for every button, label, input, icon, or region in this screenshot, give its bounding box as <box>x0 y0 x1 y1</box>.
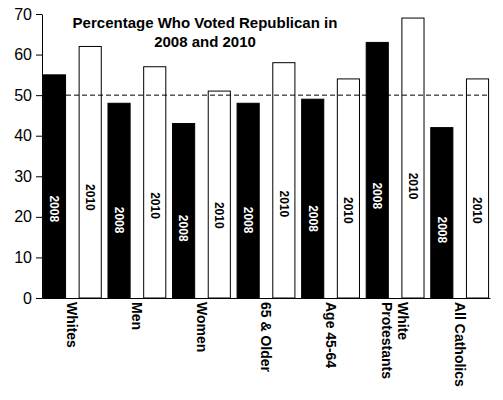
y-tick-label: 60 <box>14 46 32 63</box>
y-tick: 20 <box>14 208 42 225</box>
y-tick-mark <box>36 217 42 218</box>
series-label: 2008 <box>241 207 255 234</box>
x-tick: WhiteProtestants <box>380 302 411 379</box>
y-tick: 0 <box>23 290 42 307</box>
y-tick-mark <box>36 136 42 137</box>
series-label: 2008 <box>306 205 320 232</box>
x-tick-label: Women <box>194 302 210 352</box>
series-label: 2010 <box>341 197 355 224</box>
bar <box>237 103 259 298</box>
y-tick-label: 20 <box>14 208 32 225</box>
bar <box>337 79 359 298</box>
y-tick-label: 50 <box>14 87 32 104</box>
y-tick: 30 <box>14 168 42 185</box>
y-tick: 70 <box>14 6 42 23</box>
bar <box>173 124 195 298</box>
bar <box>431 128 453 298</box>
x-tick-label: All Catholics <box>452 302 468 387</box>
series-label: 2010 <box>277 191 291 218</box>
y-axis: 0 10 20 30 40 50 60 70 <box>14 6 42 307</box>
series-label: 2010 <box>212 202 226 229</box>
series-label: 2008 <box>370 182 384 209</box>
y-tick-label: 70 <box>14 6 32 23</box>
x-tick: Women <box>194 302 210 352</box>
bar <box>466 79 488 298</box>
x-tick: All Catholics <box>452 302 468 387</box>
chart-title: Percentage Who Voted Republican in2008 a… <box>73 14 338 50</box>
bar <box>43 75 65 298</box>
series-label: 2010 <box>83 184 97 211</box>
y-tick: 10 <box>14 249 42 266</box>
bar <box>79 46 101 298</box>
y-tick: 60 <box>14 46 42 63</box>
bar <box>273 63 295 298</box>
x-tick-label: Whites <box>64 302 80 348</box>
x-tick: Whites <box>64 302 80 348</box>
series-label: 2010 <box>406 173 420 200</box>
y-tick-label: 40 <box>14 127 32 144</box>
x-tick-label: Age 45-64 <box>323 302 339 368</box>
y-tick-label: 0 <box>23 290 32 307</box>
y-tick-label: 30 <box>14 168 32 185</box>
y-tick: 40 <box>14 127 42 144</box>
y-tick-mark <box>36 14 42 15</box>
bar <box>366 42 388 298</box>
x-tick: Men <box>129 302 145 330</box>
x-tick-label: Men <box>129 302 145 330</box>
y-tick-mark <box>36 176 42 177</box>
chart: Percentage Who Voted Republican in2008 a… <box>0 0 503 400</box>
series-label: 2008 <box>435 216 449 243</box>
series-label: 2008 <box>112 207 126 234</box>
y-tick-mark <box>36 95 42 96</box>
series-label: 2010 <box>148 192 162 219</box>
reference-line <box>42 95 490 96</box>
series-label: 2008 <box>176 215 190 242</box>
x-axis: Whites Men Women 65 & Older Age 45-64 WhitePr… <box>43 299 491 388</box>
y-axis-line <box>42 15 43 299</box>
bar <box>302 99 324 298</box>
y-tick-mark <box>36 257 42 258</box>
bar <box>144 67 166 298</box>
y-tick-mark <box>36 298 42 299</box>
bars <box>42 18 490 298</box>
x-tick-label: WhiteProtestants <box>380 302 411 379</box>
x-tick: Age 45-64 <box>323 302 339 368</box>
y-tick: 50 <box>14 87 42 104</box>
x-tick: 65 & Older <box>258 302 274 373</box>
bar-series-labels: 2008 2008 2008 2008 2008 2008 2008 2010 2010 2010… <box>47 173 484 244</box>
y-tick-mark <box>36 55 42 56</box>
bar <box>402 18 424 298</box>
series-label: 2010 <box>470 197 484 224</box>
bar <box>208 91 230 298</box>
x-tick-label: 65 & Older <box>258 302 274 373</box>
series-label: 2008 <box>47 195 61 222</box>
x-axis-line <box>43 298 491 299</box>
bar <box>108 103 130 298</box>
y-tick-label: 10 <box>14 249 32 266</box>
